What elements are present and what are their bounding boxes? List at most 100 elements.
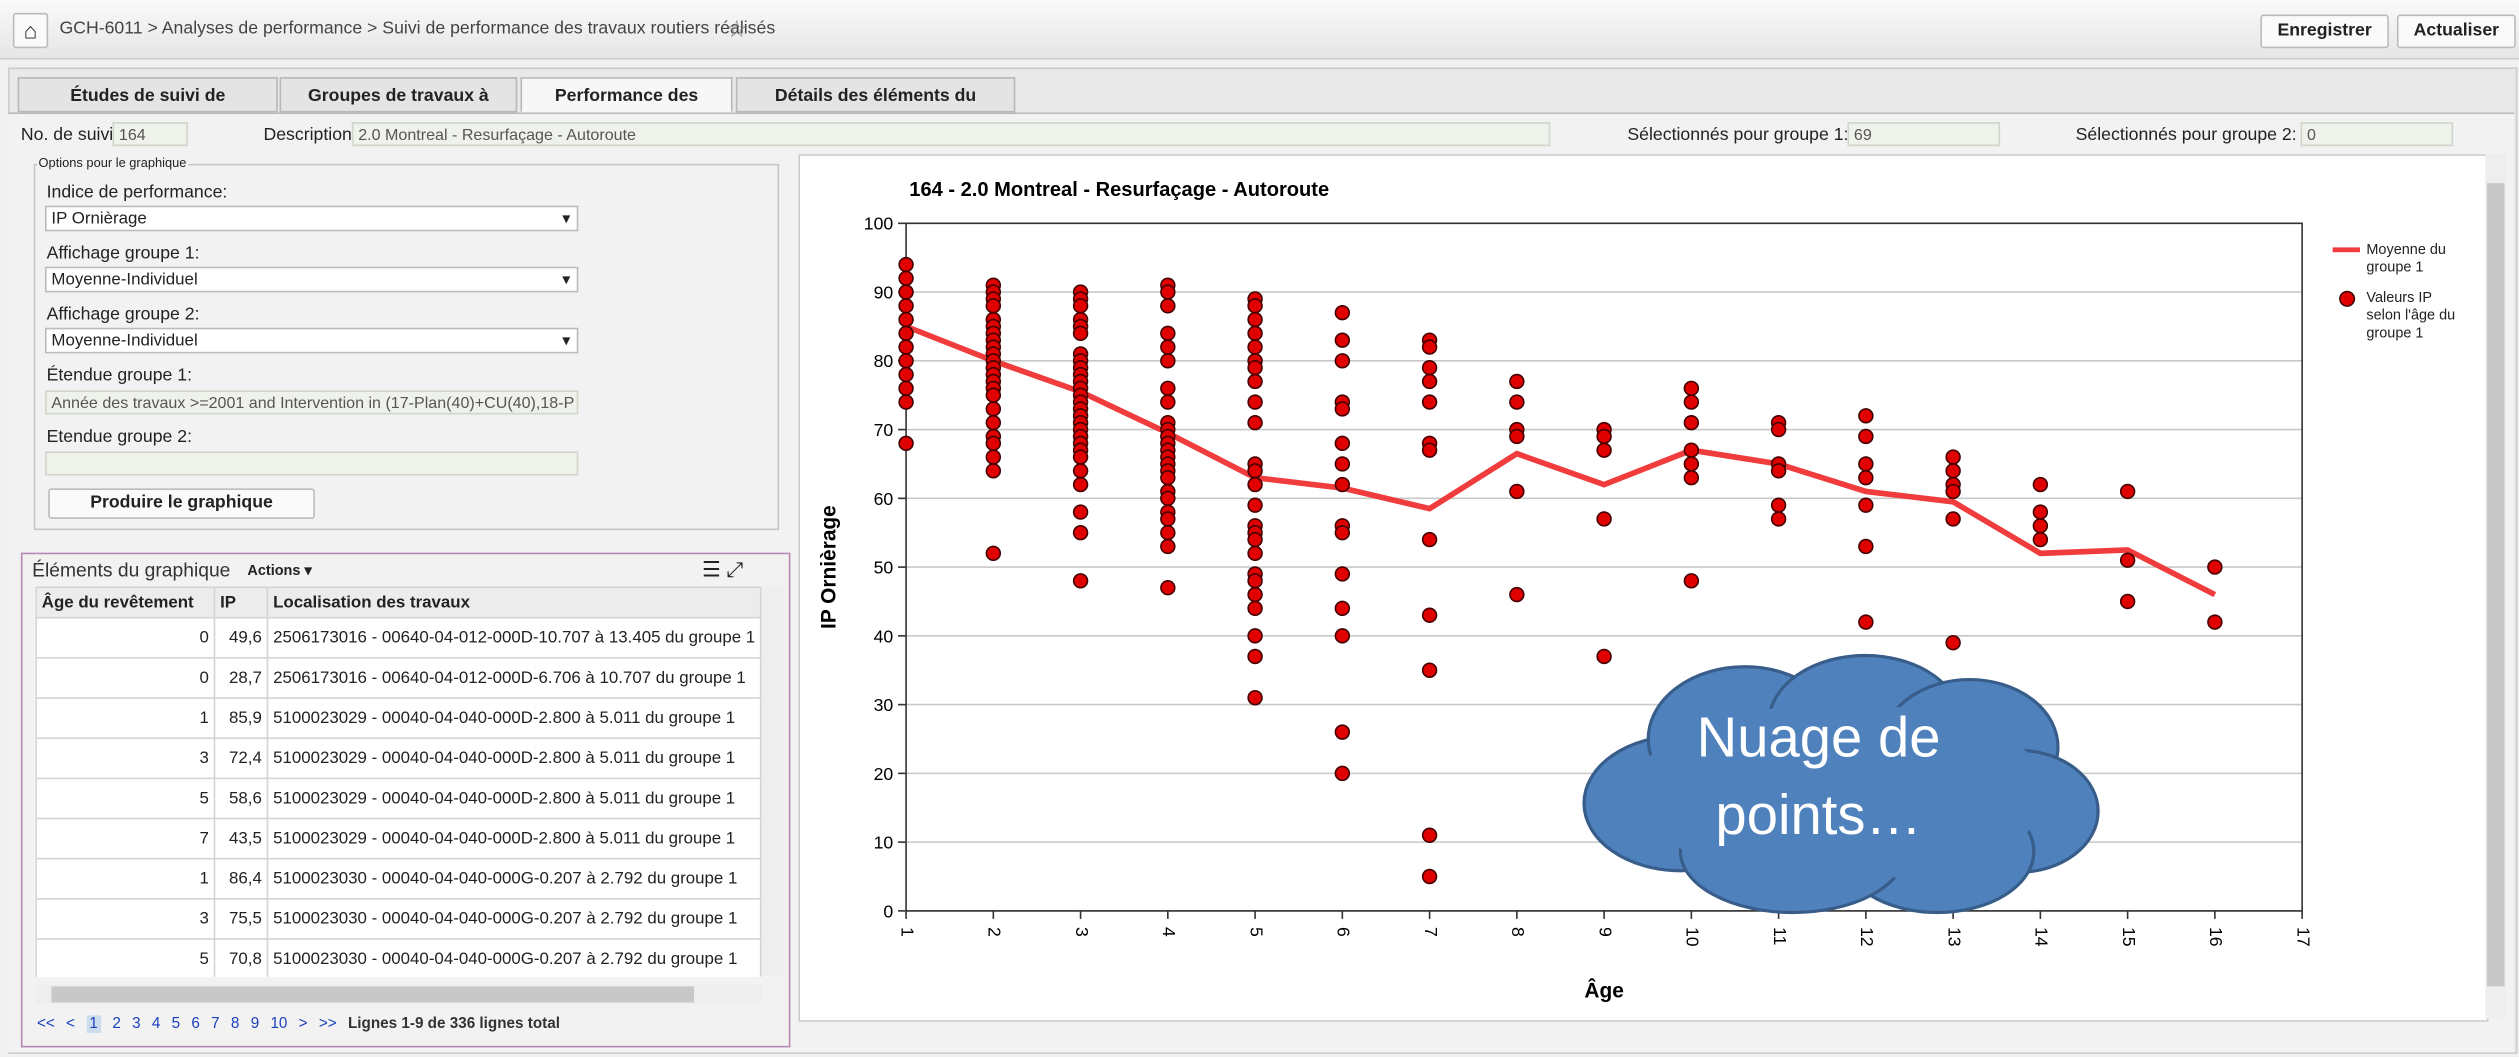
point bbox=[1421, 662, 1438, 678]
point bbox=[1858, 428, 1874, 445]
point bbox=[985, 414, 1002, 431]
page-link[interactable]: 2 bbox=[112, 1015, 121, 1033]
cell: 5100023029 - 00040-04-040-000D-2.800 à 5… bbox=[266, 737, 762, 780]
point bbox=[1247, 628, 1263, 644]
point bbox=[1072, 449, 1089, 465]
fieldset-legend: Options pour le graphique bbox=[36, 155, 189, 171]
table-row: 5 70,8 5100023030 - 00040-04-040-000G-0.20… bbox=[35, 938, 784, 977]
legend-label: Valeurs IP selon l'âge du groupe 1 bbox=[2366, 289, 2456, 341]
page-link[interactable]: 6 bbox=[191, 1015, 200, 1033]
point bbox=[985, 298, 1002, 314]
point bbox=[1509, 394, 1525, 410]
label: Étendue groupe 1: bbox=[46, 366, 193, 386]
cloud-shape bbox=[1582, 653, 2100, 915]
dropdown[interactable]: Moyenne-Individuel bbox=[44, 327, 579, 354]
label: Sélectionnés pour groupe 1: bbox=[1627, 125, 1849, 145]
tab[interactable]: Groupes de travaux à étudier bbox=[279, 77, 518, 141]
x-tick-label: 6 bbox=[1334, 927, 1354, 937]
point bbox=[1945, 463, 1961, 479]
cell: 0 bbox=[35, 616, 216, 659]
page-link[interactable]: < bbox=[66, 1015, 75, 1033]
tab[interactable]: Études de suivi de performance bbox=[17, 77, 278, 141]
legend-entry: Valeurs IP selon l'âge du groupe 1 bbox=[2333, 289, 2462, 342]
table-row: 1 85,9 5100023029 - 00040-04-040-000D-2.80… bbox=[35, 697, 784, 739]
tab[interactable]: Détails des éléments du graphique bbox=[735, 77, 1016, 141]
table-row: 5 58,6 5100023029 - 00040-04-040-000D-2.80… bbox=[35, 777, 784, 820]
y-tick-label: 10 bbox=[874, 833, 894, 853]
page-link[interactable]: 10 bbox=[270, 1015, 288, 1033]
point bbox=[1247, 394, 1263, 410]
page-link[interactable]: << bbox=[36, 1015, 55, 1033]
actions-menu[interactable]: Actions ▾ bbox=[247, 562, 312, 579]
x-tick-label: 15 bbox=[2119, 927, 2139, 947]
cell: 3 bbox=[35, 737, 216, 780]
scrollbar bbox=[35, 984, 762, 1005]
point bbox=[1334, 600, 1351, 617]
chart-title: 164 - 2.0 Montreal - Resurfaçage - Autor… bbox=[909, 179, 1329, 201]
point bbox=[1945, 449, 1961, 465]
point bbox=[1160, 511, 1176, 527]
label: Etendue groupe 2: bbox=[46, 427, 193, 447]
page-link[interactable]: 8 bbox=[230, 1015, 240, 1033]
label: Description: bbox=[263, 125, 357, 145]
cell: 28,7 bbox=[213, 657, 269, 699]
page-link[interactable]: 5 bbox=[171, 1015, 181, 1033]
tab-active[interactable]: Performance des travaux bbox=[520, 77, 733, 141]
point bbox=[2207, 614, 2223, 630]
cell: 3 bbox=[35, 898, 216, 940]
point bbox=[1072, 504, 1089, 520]
produce-button[interactable]: Produire le graphique bbox=[48, 488, 315, 519]
point bbox=[1683, 442, 1700, 458]
dropdown[interactable]: Moyenne-Individuel bbox=[44, 266, 579, 293]
cell: 85,9 bbox=[213, 697, 269, 739]
list-icon[interactable]: ☰ ⤢ bbox=[702, 557, 744, 582]
x-tick-label: 17 bbox=[2293, 927, 2313, 947]
cell: 5100023029 - 00040-04-040-000D-2.800 à 5… bbox=[266, 817, 762, 860]
point bbox=[1247, 339, 1263, 355]
save-button[interactable]: Enregistrer bbox=[2260, 14, 2389, 49]
point bbox=[1334, 566, 1351, 582]
cell: 49,6 bbox=[213, 616, 269, 659]
point bbox=[898, 325, 914, 342]
page-link[interactable]: 3 bbox=[132, 1015, 141, 1033]
page-link[interactable]: 1 bbox=[86, 1015, 102, 1033]
dropdown[interactable]: IP Ornièrage bbox=[44, 205, 579, 232]
header-row: Âge du revêtement IP Localisation des trav… bbox=[35, 586, 784, 619]
point bbox=[1421, 868, 1438, 885]
point bbox=[2032, 531, 2049, 548]
page-link[interactable]: 7 bbox=[211, 1015, 220, 1033]
point bbox=[1160, 353, 1176, 369]
page-link[interactable]: 9 bbox=[250, 1015, 260, 1033]
y-axis-label: IP Ornièrage bbox=[817, 505, 840, 629]
point bbox=[985, 401, 1002, 417]
cell: 5100023030 - 00040-04-040-000G-0.207 à 2… bbox=[266, 857, 762, 900]
point bbox=[1421, 373, 1438, 390]
point bbox=[1160, 325, 1176, 342]
page-link[interactable]: >> bbox=[318, 1015, 337, 1033]
point bbox=[1072, 525, 1089, 541]
point bbox=[1770, 497, 1787, 513]
field: 69 bbox=[1847, 122, 2001, 147]
page-link[interactable]: 4 bbox=[151, 1015, 161, 1033]
point bbox=[1072, 463, 1089, 479]
field: 0 bbox=[2300, 122, 2454, 147]
point bbox=[898, 366, 914, 383]
point bbox=[985, 387, 1002, 403]
point bbox=[1160, 380, 1176, 397]
point bbox=[1160, 525, 1176, 541]
point bbox=[1945, 511, 1961, 527]
point bbox=[1247, 463, 1263, 479]
cell: 1 bbox=[35, 697, 216, 739]
home-button[interactable]: ⌂ bbox=[12, 12, 49, 49]
legend-entry: Moyenne du groupe 1 bbox=[2332, 241, 2462, 276]
field: 2.0 Montreal - Resurfaçage - Autoroute bbox=[351, 122, 1551, 147]
scrollbar bbox=[761, 586, 784, 977]
cell: 7 bbox=[35, 817, 216, 860]
point bbox=[1421, 827, 1438, 843]
favorite-star[interactable]: ☆ bbox=[726, 16, 748, 44]
point bbox=[1072, 573, 1089, 589]
y-tick-label: 30 bbox=[874, 695, 894, 715]
page-link[interactable]: > bbox=[298, 1015, 308, 1033]
point bbox=[1334, 724, 1351, 740]
refresh-button[interactable]: Actualiser bbox=[2396, 14, 2516, 49]
